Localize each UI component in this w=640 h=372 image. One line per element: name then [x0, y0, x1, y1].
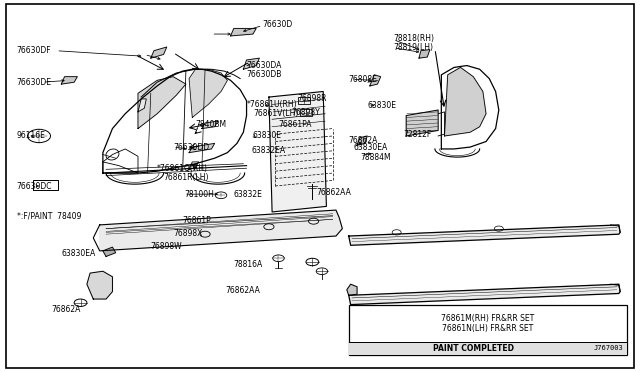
Polygon shape — [445, 67, 486, 136]
FancyArrowPatch shape — [244, 26, 260, 32]
Text: 76861M(RH) FR&RR SET: 76861M(RH) FR&RR SET — [441, 314, 534, 323]
Text: PAINT COMPLETED: PAINT COMPLETED — [433, 344, 515, 353]
Text: 76898R: 76898R — [298, 94, 327, 103]
Polygon shape — [138, 77, 186, 129]
FancyArrowPatch shape — [176, 147, 186, 150]
Text: *76861Q(RH): *76861Q(RH) — [157, 164, 208, 173]
FancyArrowPatch shape — [355, 79, 371, 81]
Bar — [298, 97, 310, 105]
Text: *:F/PAINT  78409: *:F/PAINT 78409 — [17, 211, 81, 220]
Text: 96116E: 96116E — [17, 131, 45, 141]
Polygon shape — [87, 271, 113, 299]
Text: 76861N(LH) FR&RR SET: 76861N(LH) FR&RR SET — [442, 324, 533, 333]
FancyArrowPatch shape — [31, 135, 35, 137]
Bar — [349, 305, 627, 355]
FancyArrowPatch shape — [266, 104, 268, 106]
Text: 76898Y: 76898Y — [291, 108, 320, 117]
Text: 78100H: 78100H — [184, 190, 214, 199]
FancyArrowPatch shape — [186, 168, 191, 170]
Text: 78884M: 78884M — [360, 153, 391, 161]
Polygon shape — [189, 143, 214, 153]
Polygon shape — [202, 121, 218, 129]
Text: 76630DD: 76630DD — [173, 142, 209, 151]
Polygon shape — [100, 210, 342, 251]
Text: 78819(LH): 78819(LH) — [394, 43, 433, 52]
Polygon shape — [347, 284, 357, 295]
FancyArrowPatch shape — [363, 153, 371, 155]
FancyArrowPatch shape — [396, 48, 419, 53]
Text: 76861P: 76861P — [182, 216, 211, 225]
FancyArrowPatch shape — [214, 33, 230, 35]
FancyArrowPatch shape — [356, 143, 362, 145]
Polygon shape — [349, 225, 620, 245]
Text: 72812F: 72812F — [403, 130, 431, 140]
FancyArrowPatch shape — [198, 124, 205, 126]
Text: 76862AA: 76862AA — [317, 188, 352, 197]
Text: 76861V(LH): 76861V(LH) — [253, 109, 298, 118]
FancyArrowPatch shape — [59, 51, 141, 57]
Text: 76808E: 76808E — [349, 75, 378, 84]
Text: 78816A: 78816A — [234, 260, 263, 269]
Polygon shape — [103, 247, 116, 256]
Polygon shape — [357, 136, 367, 145]
Polygon shape — [189, 69, 227, 118]
FancyArrowPatch shape — [247, 64, 250, 65]
Polygon shape — [61, 77, 77, 84]
Text: 63832EA: 63832EA — [252, 145, 286, 154]
Text: 63832E: 63832E — [234, 190, 262, 199]
Text: 76862A: 76862A — [52, 305, 81, 314]
Text: 63830EA: 63830EA — [61, 249, 95, 258]
FancyArrowPatch shape — [187, 193, 218, 195]
Text: *76861U(RH): *76861U(RH) — [246, 100, 297, 109]
FancyArrowPatch shape — [147, 55, 160, 60]
Polygon shape — [269, 92, 326, 212]
Text: 76630DE: 76630DE — [17, 78, 52, 87]
Bar — [349, 341, 627, 355]
Polygon shape — [406, 110, 438, 136]
Text: 76898W: 76898W — [151, 241, 182, 250]
Polygon shape — [370, 75, 381, 86]
FancyArrowPatch shape — [396, 41, 419, 49]
Text: 63830E: 63830E — [368, 101, 397, 110]
Polygon shape — [419, 49, 430, 58]
Polygon shape — [138, 99, 147, 112]
Polygon shape — [151, 47, 167, 58]
Text: 76862AA: 76862AA — [225, 286, 260, 295]
FancyArrowPatch shape — [45, 80, 64, 82]
FancyArrowPatch shape — [36, 185, 38, 187]
Text: 76630DC: 76630DC — [17, 182, 52, 190]
Text: 63830E: 63830E — [253, 131, 282, 140]
FancyArrowPatch shape — [371, 104, 374, 106]
Text: 76630DF: 76630DF — [17, 46, 51, 55]
Polygon shape — [230, 29, 256, 36]
Bar — [300, 109, 312, 116]
Text: 7840BM: 7840BM — [195, 120, 227, 129]
Text: 76630D: 76630D — [262, 20, 292, 29]
FancyArrowPatch shape — [253, 135, 255, 137]
Text: J767003: J767003 — [593, 345, 623, 351]
Text: 76862A: 76862A — [349, 136, 378, 145]
Text: 76898X: 76898X — [173, 228, 202, 238]
Text: 78818(RH): 78818(RH) — [394, 34, 435, 43]
Text: 76861PA: 76861PA — [278, 120, 312, 129]
Text: 63830EA: 63830EA — [354, 143, 388, 152]
Text: 76630DB: 76630DB — [246, 70, 282, 79]
Text: 76861R(LH): 76861R(LH) — [164, 173, 209, 182]
Polygon shape — [243, 58, 259, 69]
Polygon shape — [349, 284, 620, 305]
Text: 76630DA: 76630DA — [246, 61, 282, 70]
